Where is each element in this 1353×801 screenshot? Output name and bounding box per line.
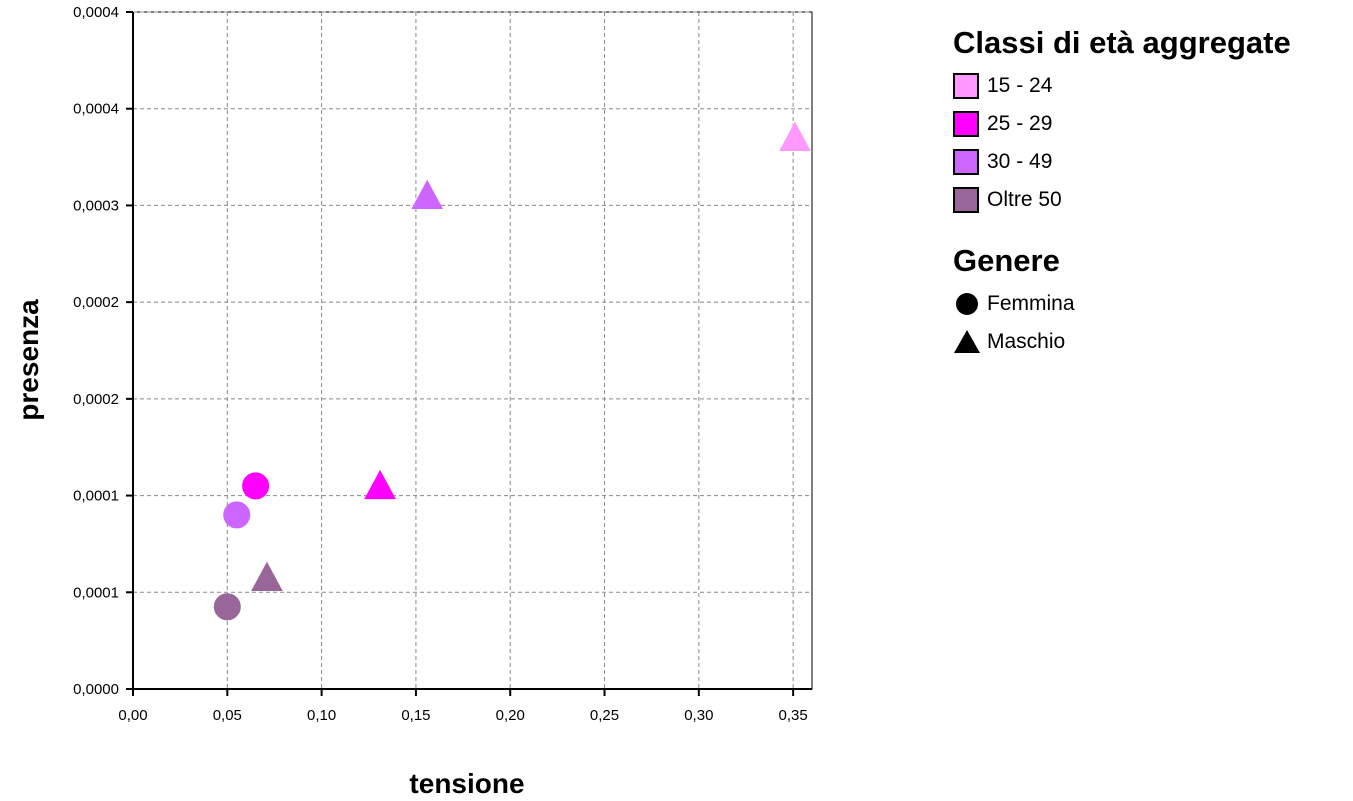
data-point-circle (242, 472, 270, 500)
legend-swatch-oltre-50 (953, 187, 979, 213)
data-point-triangle (411, 179, 444, 210)
data-point-triangle (364, 469, 396, 500)
legend-group-gender: Genere Femmina Maschio (953, 243, 1348, 361)
legend-item-25-29: 25 - 29 (953, 105, 1348, 143)
legend-swatch-25-29 (953, 111, 979, 137)
legend-label-femmina: Femmina (987, 292, 1075, 315)
y-tick-label: 0,0000 (73, 681, 119, 698)
legend-label-maschio: Maschio (987, 330, 1066, 353)
plot-area (132, 11, 813, 690)
axes: 0,00 0,05 0,10 0,15 0,20 0,25 0,30 0,35 0,0000 0,… (73, 4, 812, 724)
legend-swatch-15-24 (953, 73, 979, 99)
y-axis-title: presenza (13, 299, 44, 421)
scatter-chart: 0,00 0,05 0,10 0,15 0,20 0,25 0,30 0,35 0,0000 0,… (13, 4, 813, 799)
triangle-icon (954, 330, 980, 353)
data-points (213, 121, 811, 621)
y-tick-label: 0,0004 (73, 4, 119, 21)
y-tick-label: 0,0002 (73, 294, 119, 311)
x-tick-label: 0,15 (401, 707, 430, 724)
data-point-circle (213, 593, 241, 621)
legend-swatch-30-49 (953, 149, 979, 175)
legend-item-15-24: 15 - 24 (953, 67, 1348, 105)
legend-group-age: Classi di età aggregate 15 - 24 25 - 29 … (953, 25, 1348, 219)
legend-label-30-49: 30 - 49 (987, 150, 1053, 173)
x-tick-label: 0,10 (307, 707, 336, 724)
legend-item-femmina: Femmina (953, 285, 1348, 323)
data-point-triangle (251, 561, 283, 592)
legend: Classi di età aggregate 15 - 24 25 - 29 … (953, 25, 1348, 361)
legend-title-gender: Genere (953, 243, 1060, 278)
legend-label-25-29: 25 - 29 (987, 112, 1053, 135)
legend-item-30-49: 30 - 49 (953, 143, 1348, 181)
x-tick-label: 0,35 (779, 707, 808, 724)
y-tick-label: 0,0003 (73, 197, 119, 214)
y-tick-label: 0,0002 (73, 391, 119, 408)
legend-item-oltre-50: Oltre 50 (953, 181, 1348, 219)
legend-title-age: Classi di età aggregate (953, 25, 1291, 60)
legend-label-15-24: 15 - 24 (987, 74, 1053, 97)
circle-icon (956, 293, 978, 315)
grid (133, 11, 812, 689)
data-point-circle (223, 501, 251, 529)
x-tick-label: 0,00 (118, 707, 147, 724)
x-axis-title: tensione (409, 768, 524, 799)
x-tick-label: 0,25 (590, 707, 619, 724)
legend-label-oltre-50: Oltre 50 (987, 188, 1062, 211)
legend-item-maschio: Maschio (953, 323, 1348, 361)
y-tick-label: 0,0001 (73, 584, 119, 601)
y-tick-label: 0,0001 (73, 488, 119, 505)
x-tick-label: 0,30 (684, 707, 713, 724)
x-tick-label: 0,20 (496, 707, 525, 724)
data-point-triangle (779, 121, 811, 151)
x-tick-label: 0,05 (213, 707, 242, 724)
y-tick-label: 0,0004 (73, 101, 119, 118)
